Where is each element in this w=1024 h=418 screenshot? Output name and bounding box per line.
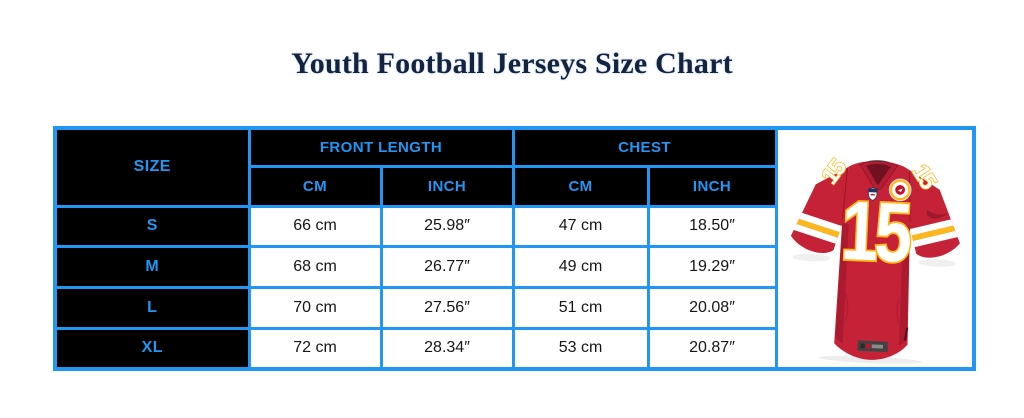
nfl-shield-icon [867,186,878,201]
col-header-size: SIZE [53,126,251,208]
size-chart-table: SIZE FRONT LENGTH CHEST [53,126,977,371]
team-patch-icon [888,178,912,201]
unit-header-chest-inch: INCH [646,164,778,208]
chest-inch-cell-xl: 20.87″ [646,326,778,371]
front-cm-cell-s: 66 cm [247,204,383,248]
front-cm-cell-m: 68 cm [247,244,383,289]
jersey-torso [833,160,910,360]
unit-header-front-inch: INCH [379,164,515,208]
size-cell-m: M [53,244,251,289]
jersey-photo-cell: 15 15 [774,126,976,371]
col-header-front-length: FRONT LENGTH [247,126,515,168]
front-inch-cell-s: 25.98″ [379,204,515,248]
front-inch-cell-m: 26.77″ [379,244,515,289]
front-inch-cell-l: 27.56″ [379,285,515,330]
jersey-image: 15 15 [778,134,973,364]
jersey-number-chest: 15 [839,183,913,280]
page-title: Youth Football Jerseys Size Chart [291,47,733,80]
table-row-s: S 66 cm 25.98″ 47 cm 18.50″ [53,204,974,248]
table-row-xl: XL 72 cm 28.34″ 53 cm 20.87″ [53,326,974,371]
front-cm-cell-xl: 72 cm [247,326,383,371]
chest-inch-cell-s: 18.50″ [646,204,778,248]
size-cell-s: S [53,204,251,248]
unit-header-front-cm: CM [247,164,383,208]
size-cell-l: L [53,285,251,330]
chest-cm-cell-s: 47 cm [511,204,650,248]
red-football-jersey-graphic: 15 15 [789,153,963,364]
size-cell-xl: XL [53,326,251,371]
table-row-l: L 70 cm 27.56″ 51 cm 20.08″ [53,285,974,330]
col-header-chest: CHEST [511,126,778,168]
front-cm-cell-l: 70 cm [247,285,383,330]
header-row-units: CM INCH CM INCH [55,164,974,208]
chest-cm-cell-m: 49 cm [511,244,650,289]
chest-inch-cell-l: 20.08″ [646,285,778,330]
unit-header-chest-cm: CM [511,164,650,208]
table-row-m: M 68 cm 26.77″ 49 cm 19.29″ [53,244,974,289]
chest-inch-cell-m: 19.29″ [646,244,778,289]
front-inch-cell-xl: 28.34″ [379,326,515,371]
chest-cm-cell-l: 51 cm [511,285,650,330]
nike-swoosh-icon [926,209,948,219]
header-row-groups: SIZE FRONT LENGTH CHEST [53,126,976,371]
jock-tag [857,340,888,352]
chest-cm-cell-xl: 53 cm [511,326,650,371]
